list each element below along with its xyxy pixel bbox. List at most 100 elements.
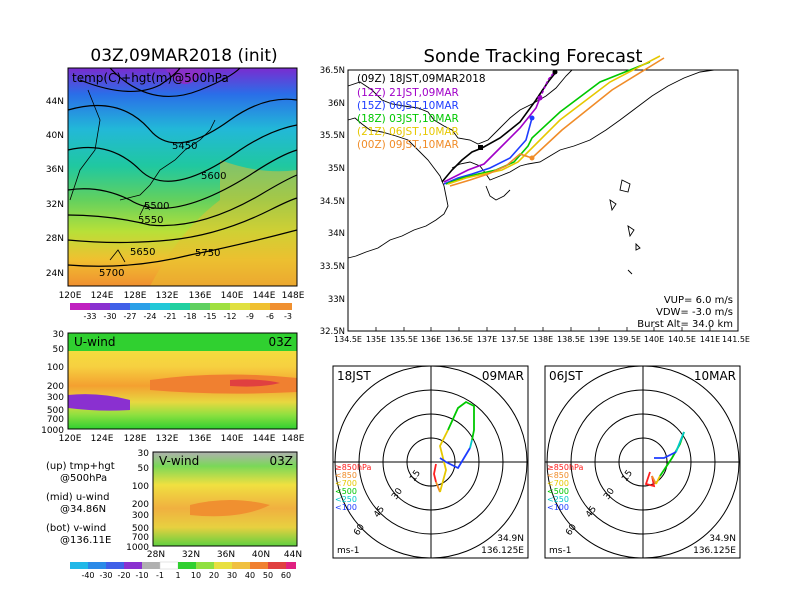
svg-text:-18: -18 (183, 312, 196, 321)
svg-text:35.5N: 35.5N (320, 131, 345, 141)
svg-text:35N: 35N (328, 164, 345, 174)
hodograph (433, 400, 475, 493)
svg-text:(09Z) 18JST,09MAR2018: (09Z) 18JST,09MAR2018 (357, 73, 486, 85)
polar-time: 18JST (337, 369, 371, 383)
svg-text:-24: -24 (143, 312, 156, 321)
track-map: (09Z) 18JST,09MAR2018 (12Z) 21JST,09MAR … (320, 55, 750, 344)
uwind-header-band (68, 333, 297, 351)
svg-text:36N: 36N (46, 165, 64, 175)
svg-text:34.5N: 34.5N (320, 197, 345, 207)
svg-text:-30: -30 (103, 312, 116, 321)
burst-marker (529, 155, 535, 161)
polar-lat: 34.9N (497, 534, 524, 544)
svg-text:<500: <500 (547, 487, 569, 496)
svg-text:141E: 141E (700, 335, 720, 344)
polar-ring-labels: 15 30 45 60 (564, 469, 635, 538)
map-lon-axis: 134.5E 135E 135.5E 136E 136.5E 137E 137.… (334, 335, 750, 344)
svg-text:36N: 36N (328, 99, 345, 109)
svg-text:(15Z) 00JST,10MAR: (15Z) 00JST,10MAR (357, 100, 459, 112)
svg-text:VUP= 6.0 m/s: VUP= 6.0 m/s (664, 295, 733, 306)
svg-text:139.5E: 139.5E (613, 335, 641, 344)
svg-text:50: 50 (53, 345, 65, 355)
svg-text:44N: 44N (46, 97, 64, 107)
vwind-time: 03Z (270, 454, 294, 468)
track-21z (447, 55, 661, 185)
launch-params: VUP= 6.0 m/s VDW= -3.0 m/s Burst Alt= 34… (637, 295, 733, 330)
uwind-p-axis: 30 50 100 200 300 500 700 1000 (41, 330, 64, 436)
uwind-jet-core (230, 379, 280, 387)
svg-text:-3: -3 (284, 312, 292, 321)
svg-text:100: 100 (132, 482, 149, 492)
svg-text:28N: 28N (147, 550, 165, 560)
svg-text:≥850hPa: ≥850hPa (547, 463, 584, 472)
svg-text:(up) tmp+hgt: (up) tmp+hgt (46, 461, 115, 472)
upper-lat-axis: 44N 40N 36N 32N 28N 24N (46, 97, 64, 279)
burst-marker (537, 95, 543, 101)
launch-marker (478, 145, 483, 150)
svg-text:≥850hPa: ≥850hPa (335, 463, 372, 472)
svg-text:VDW= -3.0 m/s: VDW= -3.0 m/s (656, 307, 733, 318)
contour-label: 5750 (195, 248, 220, 259)
track-12z (443, 97, 541, 183)
svg-text:-10: -10 (135, 571, 148, 580)
polar-plot-right: 15 30 45 60 06JST 10MAR ≥850hPa <850 <70… (544, 365, 741, 559)
svg-text:-9: -9 (246, 312, 254, 321)
svg-text:128E: 128E (124, 291, 147, 301)
uwind-panel: U-wind 03Z 30 50 100 200 300 500 700 100… (41, 330, 305, 444)
track-12z-descent (539, 69, 557, 99)
contour-label: 5500 (144, 201, 169, 212)
svg-text:136E: 136E (189, 291, 212, 301)
track-legend: (09Z) 18JST,09MAR2018 (12Z) 21JST,09MAR … (357, 73, 486, 151)
upper-panel-frame (67, 67, 298, 287)
svg-text:141.5E: 141.5E (722, 335, 750, 344)
svg-text:33N: 33N (328, 295, 345, 305)
polar-date: 09MAR (482, 369, 524, 383)
contour-label: 5550 (138, 215, 163, 226)
svg-text:30: 30 (53, 330, 65, 340)
coastline (347, 69, 715, 275)
svg-text:100: 100 (47, 363, 64, 373)
contour-label: 5700 (99, 268, 124, 279)
svg-text:40N: 40N (252, 550, 270, 560)
svg-text:40: 40 (245, 571, 255, 580)
svg-text:1000: 1000 (126, 543, 149, 553)
svg-text:139E: 139E (589, 335, 609, 344)
coastline (69, 89, 216, 263)
svg-text:33.5N: 33.5N (320, 262, 345, 272)
svg-text:<850: <850 (547, 471, 569, 480)
uwind-jet (150, 374, 297, 394)
svg-text:<850: <850 (335, 471, 357, 480)
svg-text:(bot) v-wind: (bot) v-wind (46, 523, 106, 534)
svg-text:34N: 34N (328, 229, 345, 239)
svg-text:50: 50 (263, 571, 273, 580)
svg-text:1: 1 (175, 571, 180, 580)
svg-text:30: 30 (227, 571, 237, 580)
vwind-core (190, 500, 270, 517)
height-contours (67, 67, 298, 267)
svg-text:<500: <500 (335, 487, 357, 496)
svg-text:136.5E: 136.5E (445, 335, 473, 344)
svg-text:120E: 120E (59, 434, 82, 444)
map-ticks (347, 327, 739, 331)
svg-text:<250: <250 (335, 495, 357, 504)
svg-text:36N: 36N (217, 550, 235, 560)
svg-text:<250: <250 (547, 495, 569, 504)
svg-text:(18Z) 03JST,10MAR: (18Z) 03JST,10MAR (357, 113, 459, 125)
svg-text:140E: 140E (644, 335, 664, 344)
svg-text:-1: -1 (156, 571, 164, 580)
svg-text:(mid) u-wind: (mid) u-wind (46, 492, 109, 503)
svg-text:-40: -40 (81, 571, 94, 580)
upper-500hpa-panel: 5450 5600 5500 5550 5650 5750 5700 temp(… (46, 67, 305, 301)
level-legend: ≥850hPa <850 <700 <500 <250 <100 (547, 463, 584, 512)
svg-text:Burst Alt= 34.0 km: Burst Alt= 34.0 km (637, 319, 733, 330)
svg-text:144E: 144E (253, 434, 276, 444)
svg-text:@500hPa: @500hPa (60, 473, 107, 484)
svg-text:120E: 120E (59, 291, 82, 301)
svg-text:40N: 40N (46, 131, 64, 141)
svg-text:(21Z) 06JST,10MAR: (21Z) 06JST,10MAR (357, 126, 459, 138)
vwind-lat-axis: 28N 32N 36N 40N 44N (147, 550, 302, 560)
svg-text:148E: 148E (282, 434, 305, 444)
svg-text:137E: 137E (477, 335, 497, 344)
svg-text:<700: <700 (335, 479, 357, 488)
svg-text:<700: <700 (547, 479, 569, 488)
